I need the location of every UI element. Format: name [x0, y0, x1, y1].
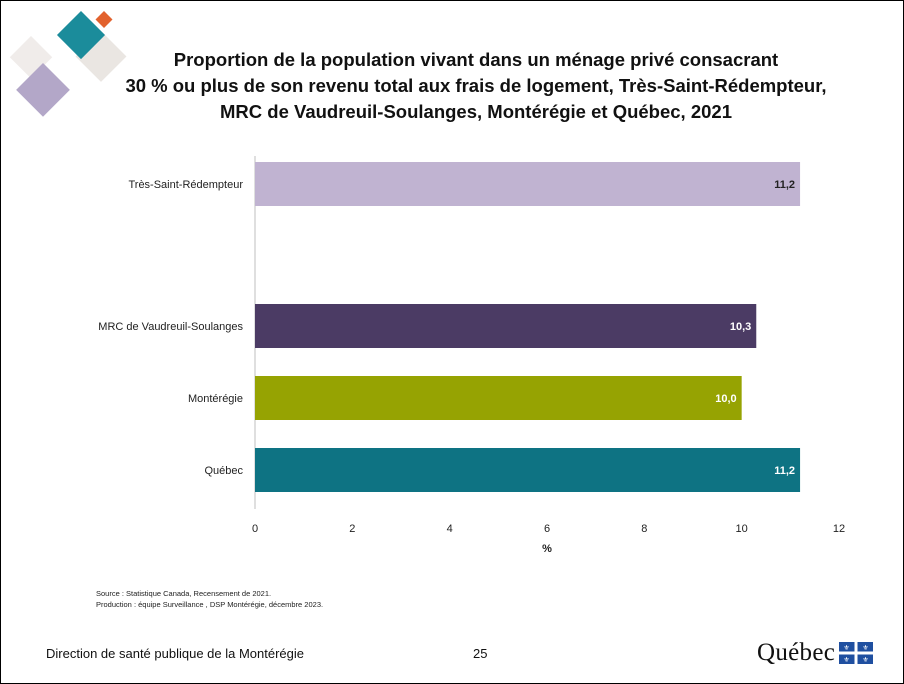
x-tick-label: 0: [252, 523, 258, 535]
source-line: Source : Statistique Canada, Recensement…: [96, 589, 272, 598]
data-label: 11,2: [774, 465, 795, 477]
x-tick-label: 6: [544, 523, 550, 535]
x-tick-label: 4: [447, 523, 453, 535]
decorative-diamonds-logo: [9, 11, 127, 117]
x-tick-label: 12: [833, 523, 845, 535]
svg-text:⚜: ⚜: [844, 644, 850, 652]
data-label: 10,3: [730, 321, 751, 333]
data-label: 10,0: [715, 393, 736, 405]
bar-chart: Très-Saint-Rédempteur 11,2 MRC de Vaudreui…: [98, 156, 845, 555]
bar: [255, 376, 742, 420]
svg-text:⚜: ⚜: [844, 656, 850, 664]
x-tick-label: 2: [349, 523, 355, 535]
page-number: 25: [473, 646, 488, 661]
data-label: 11,2: [774, 179, 795, 191]
source-note: Source : Statistique Canada, Recensement…: [96, 588, 323, 610]
quebec-logo-text: Québec: [757, 639, 836, 666]
quebec-logo: Québec ⚜ ⚜ ⚜ ⚜: [757, 639, 874, 667]
svg-text:⚜: ⚜: [863, 656, 869, 664]
svg-text:⚜: ⚜: [863, 644, 869, 652]
category-label: Québec: [204, 465, 243, 477]
category-label: MRC de Vaudreuil-Soulanges: [98, 321, 243, 333]
category-label: Montérégie: [188, 393, 243, 405]
chart-title: Proportion de la population vivant dans …: [125, 49, 827, 122]
category-label: Très-Saint-Rédempteur: [128, 179, 243, 191]
footer-organization: Direction de santé publique de la Montér…: [46, 646, 305, 661]
fleurdelise-flag-icon: ⚜ ⚜ ⚜ ⚜: [839, 642, 874, 664]
production-line: Production : équipe Surveillance , DSP M…: [96, 600, 324, 609]
x-axis-label: %: [542, 543, 552, 555]
x-tick-label: 8: [641, 523, 647, 535]
bar: [255, 448, 801, 492]
bar: [255, 162, 801, 206]
x-tick-label: 10: [736, 523, 748, 535]
bar: [255, 304, 757, 348]
